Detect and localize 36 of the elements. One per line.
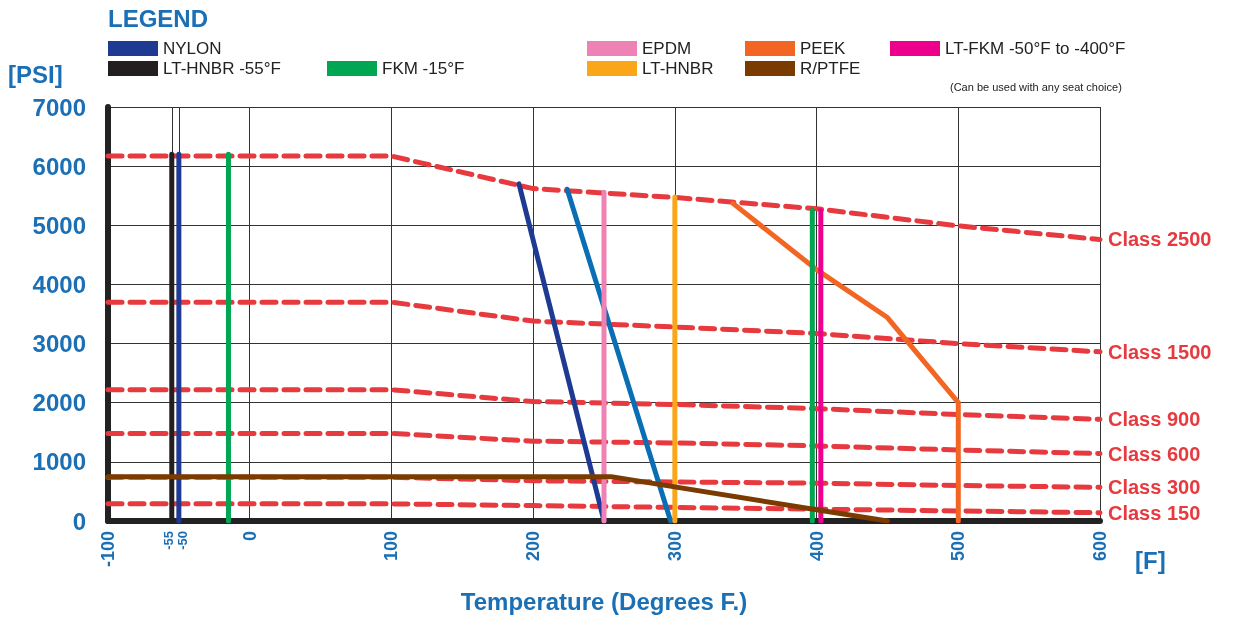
legend-label: NYLON	[163, 39, 222, 58]
legend-label: LT-HNBR	[642, 59, 714, 78]
y-tick-label: 2000	[32, 389, 86, 417]
x-tick-label: 100	[381, 531, 402, 562]
x-tick-label: 500	[948, 531, 969, 562]
series-label: Class 2500	[1108, 228, 1212, 251]
y-axis-title: [PSI]	[8, 60, 63, 88]
legend-label: LT-HNBR -55°F	[163, 59, 281, 78]
y-tick-label: 6000	[32, 152, 86, 180]
x-tick-label: -55	[160, 531, 176, 550]
legend-label: FKM -15°F	[382, 59, 465, 78]
text: (Can be used with any seat choice)	[950, 80, 1122, 93]
x2-axis-title: [F]	[1135, 546, 1166, 574]
y-tick-label: 7000	[32, 93, 86, 121]
legend-title: LEGEND	[108, 4, 209, 32]
legend-label: LT-FKM -50°F to -400°F	[945, 39, 1126, 58]
y-tick-label: 5000	[32, 211, 86, 239]
x-axis-title: Temperature (Degrees F.)	[460, 587, 748, 615]
series-label: Class 600	[1108, 442, 1201, 465]
x-tick-label: 300	[664, 531, 685, 562]
x-tick-label: -50	[174, 531, 190, 550]
y-tick-label: 1000	[32, 448, 86, 476]
series-label: Class 150	[1108, 501, 1201, 524]
legend-label: R/PTFE	[800, 59, 861, 78]
y-tick-label: 3000	[32, 330, 86, 358]
x-tick-label: 200	[523, 531, 544, 562]
legend-label: EPDM	[642, 39, 692, 58]
x-tick-label: 0	[239, 531, 260, 542]
x-tick-label: 600	[1090, 531, 1110, 562]
y-tick-label: 4000	[32, 270, 86, 298]
x-tick-label: 400	[806, 531, 827, 562]
legend-label: PEEK	[800, 39, 847, 58]
x-tick-label: -100	[98, 531, 118, 568]
series-label: Class 300	[1108, 476, 1201, 499]
series-label: Class 1500	[1108, 340, 1212, 363]
series-label: Class 900	[1108, 408, 1201, 431]
